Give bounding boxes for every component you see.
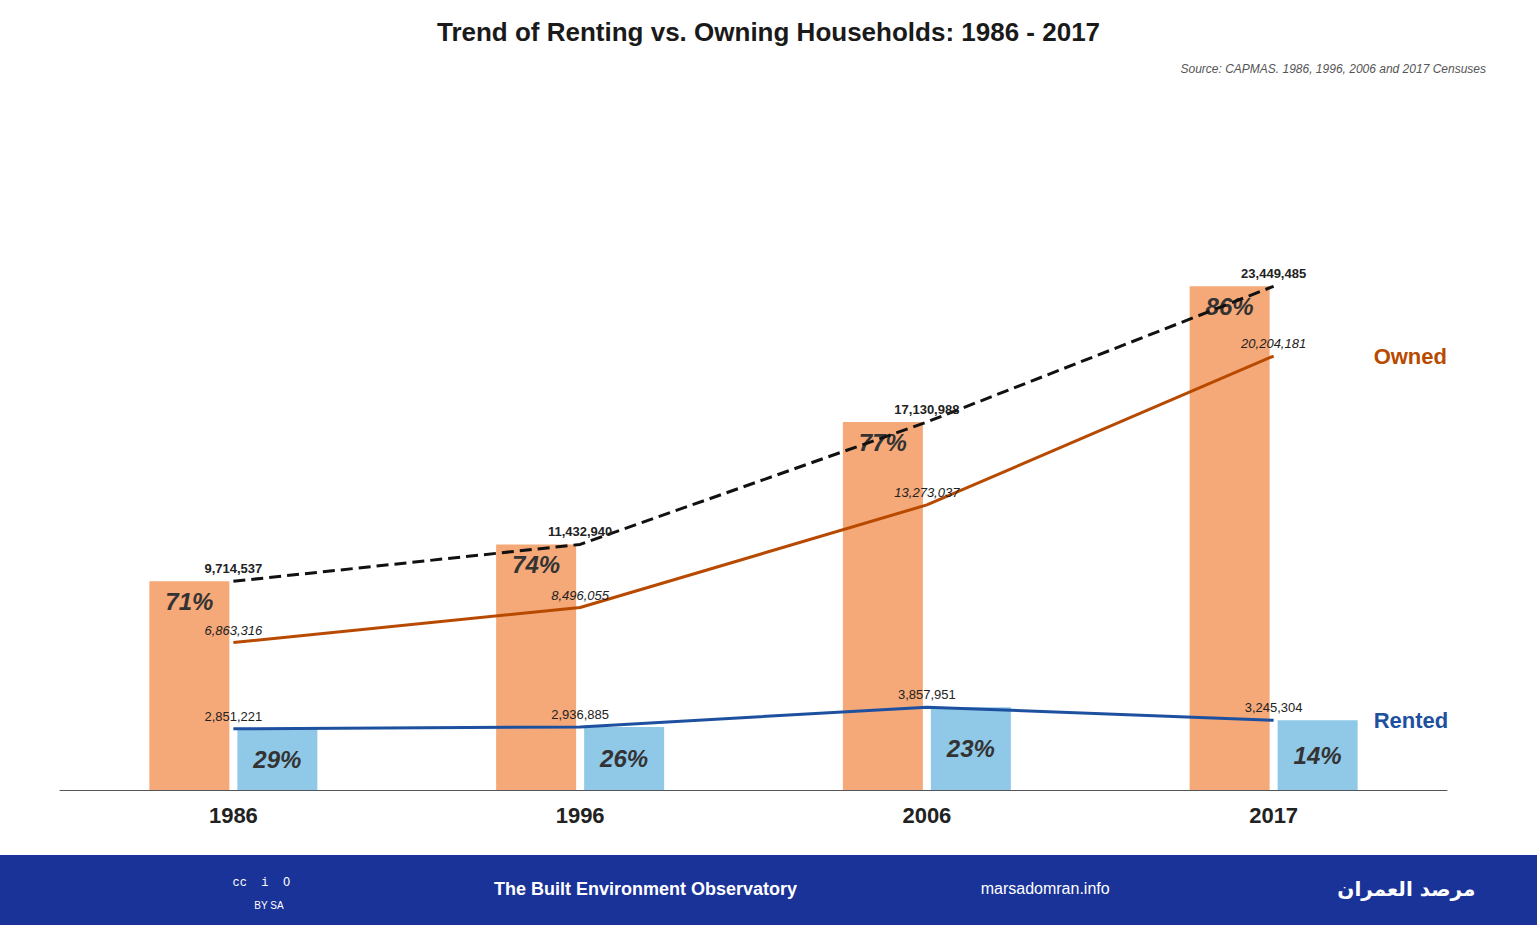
svg-text:2,936,885: 2,936,885 <box>551 707 609 722</box>
svg-text:6,863,316: 6,863,316 <box>204 623 263 638</box>
svg-text:Trend of Renting vs. Owning Ho: Trend of Renting vs. Owning Households: … <box>437 17 1100 47</box>
svg-text:23,449,485: 23,449,485 <box>1241 266 1306 281</box>
svg-text:2006: 2006 <box>902 803 951 828</box>
svg-text:20,204,181: 20,204,181 <box>1240 336 1306 351</box>
svg-text:Rented: Rented <box>1374 708 1449 733</box>
svg-text:cc i O: cc i O <box>232 876 290 890</box>
svg-text:8,496,055: 8,496,055 <box>551 588 610 603</box>
svg-text:مرصد العمران: مرصد العمران <box>1337 877 1475 901</box>
svg-text:Owned: Owned <box>1374 344 1447 369</box>
svg-text:1996: 1996 <box>556 803 605 828</box>
svg-text:77%: 77% <box>858 428 907 456</box>
svg-text:marsadomran.info: marsadomran.info <box>981 880 1110 897</box>
svg-text:Source: CAPMAS. 1986, 1996, 20: Source: CAPMAS. 1986, 1996, 2006 and 201… <box>1180 62 1486 76</box>
svg-text:29%: 29% <box>252 746 301 773</box>
svg-text:17,130,988: 17,130,988 <box>894 402 959 417</box>
svg-text:2,851,221: 2,851,221 <box>204 709 262 724</box>
svg-text:86%: 86% <box>1206 293 1254 320</box>
svg-text:71%: 71% <box>165 588 213 615</box>
svg-text:2017: 2017 <box>1249 803 1298 828</box>
svg-text:3,245,304: 3,245,304 <box>1245 700 1303 715</box>
svg-text:3,857,951: 3,857,951 <box>898 687 956 702</box>
svg-text:9,714,537: 9,714,537 <box>204 561 262 576</box>
svg-text:23%: 23% <box>946 735 995 762</box>
svg-text:14%: 14% <box>1294 742 1342 769</box>
svg-text:1986: 1986 <box>209 803 258 828</box>
svg-text:26%: 26% <box>599 745 648 772</box>
svg-text:74%: 74% <box>512 551 560 578</box>
svg-text:The Built Environment Observat: The Built Environment Observatory <box>494 879 797 899</box>
svg-text:11,432,940: 11,432,940 <box>548 524 612 539</box>
svg-text:13,273,037: 13,273,037 <box>894 485 960 500</box>
svg-text:BY SA: BY SA <box>254 900 284 911</box>
